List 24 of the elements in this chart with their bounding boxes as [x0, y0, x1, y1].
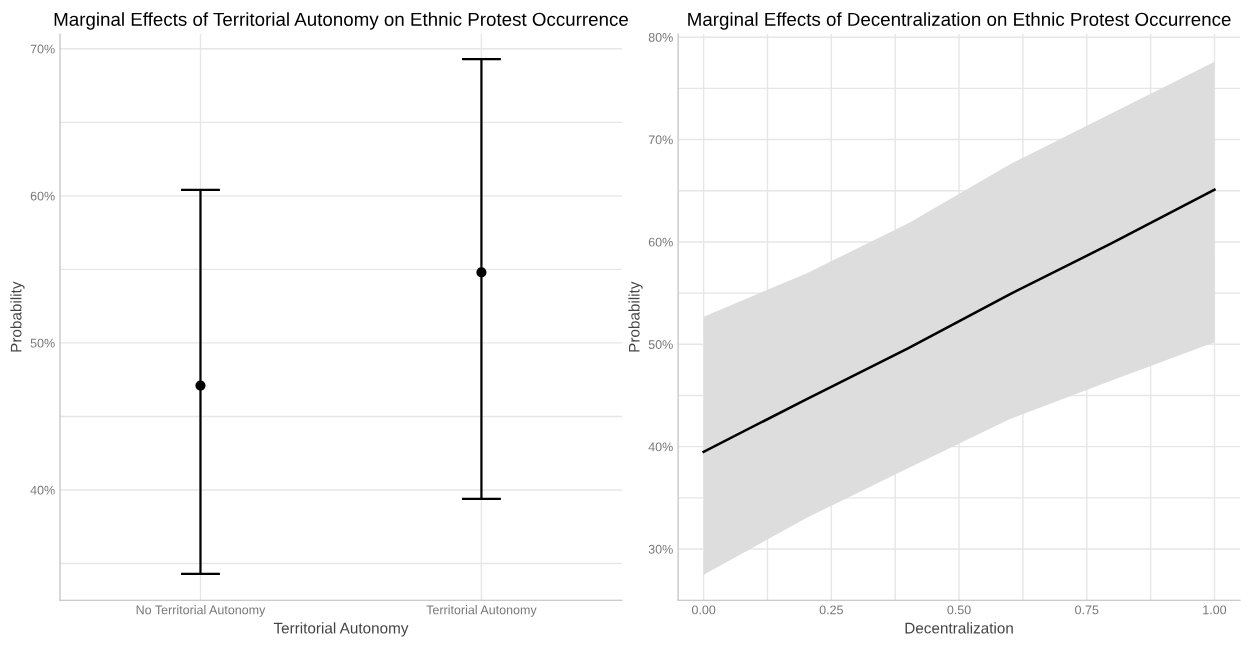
- y-tick-label: 60%: [648, 237, 673, 247]
- x-tick-label: Territorial Autonomy: [426, 605, 537, 617]
- x-tick-label: No Territorial Autonomy: [136, 605, 266, 617]
- x-axis-title: Decentralization: [905, 622, 1013, 634]
- x-axis-title: Territorial Autonomy: [273, 622, 409, 637]
- y-tick-label: 50%: [648, 340, 673, 349]
- y-tick-label: 40%: [30, 485, 55, 495]
- x-tick-label: 1.00: [1203, 605, 1227, 615]
- chart-title: Marginal Effects of Decentralization on Ethnic Protest Occurrence: [688, 12, 1231, 30]
- line-series: [702, 188, 1216, 454]
- y-tick-label: 80%: [648, 32, 673, 42]
- y-axis-title: Probability: [10, 281, 25, 352]
- y-axis-title: Probability: [628, 281, 643, 352]
- y-tick-label: 70%: [30, 44, 55, 54]
- y-tick-label: 30%: [648, 544, 673, 554]
- y-tick-label: 40%: [648, 442, 673, 452]
- x-tick-label: 0.50: [947, 605, 971, 615]
- chart-title: Marginal Effects of Territorial Autonomy on Ethnic Protest Occurrence: [54, 12, 628, 30]
- y-tick-label: 60%: [30, 191, 55, 201]
- x-tick-label: 0.25: [819, 605, 843, 615]
- x-tick-label: 0.75: [1075, 605, 1099, 615]
- x-tick-label: 0.00: [691, 605, 716, 615]
- y-tick-label: 50%: [30, 338, 55, 348]
- y-tick-label: 70%: [648, 135, 673, 145]
